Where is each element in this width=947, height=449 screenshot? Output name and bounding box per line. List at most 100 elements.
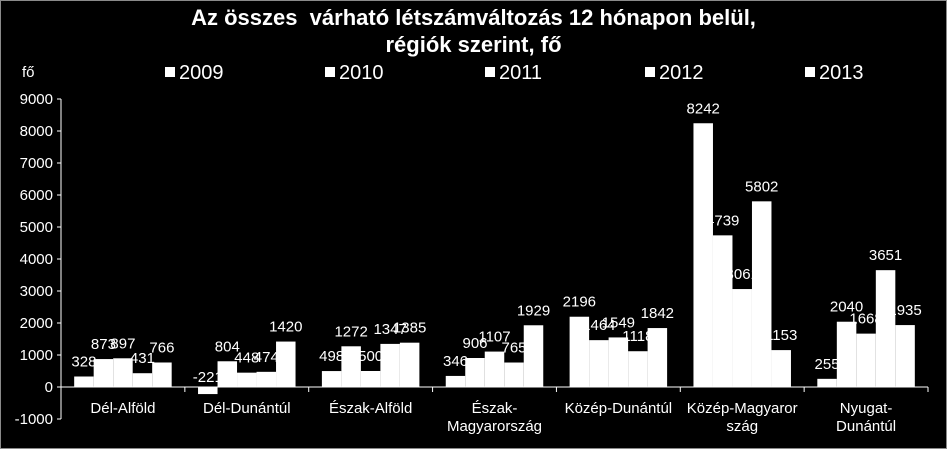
y-tick-label: -1000	[15, 411, 53, 428]
bar-2013	[647, 328, 668, 387]
data-label: 500	[358, 348, 383, 365]
bar-2010	[93, 359, 114, 387]
bar-2010	[465, 358, 485, 387]
legend-swatch	[165, 67, 175, 77]
data-label: 431	[130, 350, 155, 367]
data-label: 328	[71, 354, 96, 371]
y-tick-label: 9000	[20, 91, 53, 108]
bar-2012	[256, 371, 277, 387]
bar-2012	[875, 270, 896, 387]
bar-2012	[132, 373, 153, 387]
legend-label: 2011	[499, 62, 543, 84]
bar-2011	[608, 337, 629, 387]
y-tick-label: 5000	[20, 219, 53, 236]
bar-2009	[817, 378, 837, 387]
bar-2009	[198, 387, 218, 395]
category-label: Dunántúl	[836, 418, 896, 435]
data-label: 1153	[765, 327, 797, 344]
bar-2012	[504, 362, 524, 387]
y-tick-label: 6000	[20, 187, 53, 204]
data-label: 1842	[641, 305, 674, 322]
bar-2011	[732, 289, 752, 387]
chart-title-line-2: régiók szerint, fő	[385, 32, 562, 57]
bar-2009	[321, 371, 342, 387]
bar-2011	[237, 372, 257, 387]
data-label: 804	[215, 338, 240, 355]
bar-2013	[152, 362, 172, 387]
bar-2009	[445, 375, 466, 387]
legend-item-2010: 2010	[325, 62, 384, 84]
bar-2009	[693, 123, 713, 388]
bar-2011	[113, 358, 133, 387]
bar-2010	[341, 346, 361, 387]
bar-2010	[836, 321, 857, 387]
data-label: 8242	[687, 100, 720, 117]
data-label: 1347	[373, 321, 406, 338]
data-label: 5802	[745, 178, 778, 195]
chart-title-line-1: Az összes várható létszámváltozás 12 hón…	[191, 5, 756, 30]
data-label: 1935	[888, 302, 921, 319]
data-label: 3651	[869, 247, 902, 264]
data-label: 1118	[622, 328, 653, 345]
data-label: 3061	[726, 266, 759, 283]
data-label: 765	[501, 340, 526, 357]
data-label: 448	[234, 350, 259, 367]
data-label: 1929	[517, 302, 550, 319]
legend-swatch	[325, 67, 335, 77]
y-tick-label: 8000	[20, 123, 53, 140]
legend-swatch	[645, 67, 655, 77]
y-tick-label: 3000	[20, 283, 53, 300]
data-label: 873	[91, 336, 116, 353]
data-label: 1464	[582, 317, 615, 334]
bar-2011	[856, 333, 876, 387]
y-tick-label: 7000	[20, 155, 53, 172]
legend-swatch	[485, 67, 495, 77]
data-label: 2040	[830, 299, 863, 316]
bar-2013	[771, 350, 791, 387]
legend-item-2011: 2011	[485, 62, 542, 84]
bar-2010	[589, 340, 609, 387]
category-label: Dél-Alföld	[90, 400, 155, 417]
data-label: 1668	[849, 311, 882, 328]
bar-2012	[380, 343, 400, 387]
data-label: 897	[110, 335, 135, 352]
y-tick-label: 1000	[20, 347, 53, 364]
legend-item-2013: 2013	[805, 62, 864, 84]
y-axis-unit-label: fő	[22, 64, 35, 81]
legend-item-2012: 2012	[645, 62, 704, 84]
bar-2010	[712, 235, 733, 387]
bar-2009	[569, 316, 590, 387]
bar-2010	[217, 361, 238, 387]
legend-label: 2013	[819, 62, 864, 84]
category-label: Közép-Dunántúl	[565, 400, 673, 417]
data-label: 1107	[478, 329, 510, 346]
legend-swatch	[805, 67, 815, 77]
category-label: Közép-Magyaror	[687, 400, 798, 417]
y-tick-label: 0	[45, 379, 53, 396]
bar-2013	[276, 341, 296, 387]
data-label: 474	[254, 349, 279, 366]
data-label: 766	[149, 339, 174, 356]
legend-label: 2010	[339, 62, 384, 84]
data-label: 4739	[706, 212, 739, 229]
category-label: Magyarország	[447, 418, 542, 435]
bar-2011	[484, 351, 505, 387]
y-tick-label: 2000	[20, 315, 53, 332]
y-tick-label: 4000	[20, 251, 53, 268]
data-label: 1272	[334, 323, 367, 340]
data-label: 1420	[269, 319, 302, 336]
category-label: Nyugat-	[840, 400, 893, 417]
bar-2012	[751, 201, 772, 387]
bar-2009	[74, 376, 94, 387]
legend-label: 2012	[659, 62, 704, 84]
data-label: 498	[319, 348, 344, 365]
data-label: 1385	[393, 320, 426, 337]
data-label: 346	[443, 353, 468, 370]
category-label: Észak-	[472, 400, 518, 417]
data-label: 2196	[563, 294, 596, 311]
data-label: 1549	[602, 314, 635, 331]
data-label: -221	[193, 369, 223, 386]
category-label: szág	[726, 418, 758, 435]
data-label: 906	[462, 335, 487, 352]
